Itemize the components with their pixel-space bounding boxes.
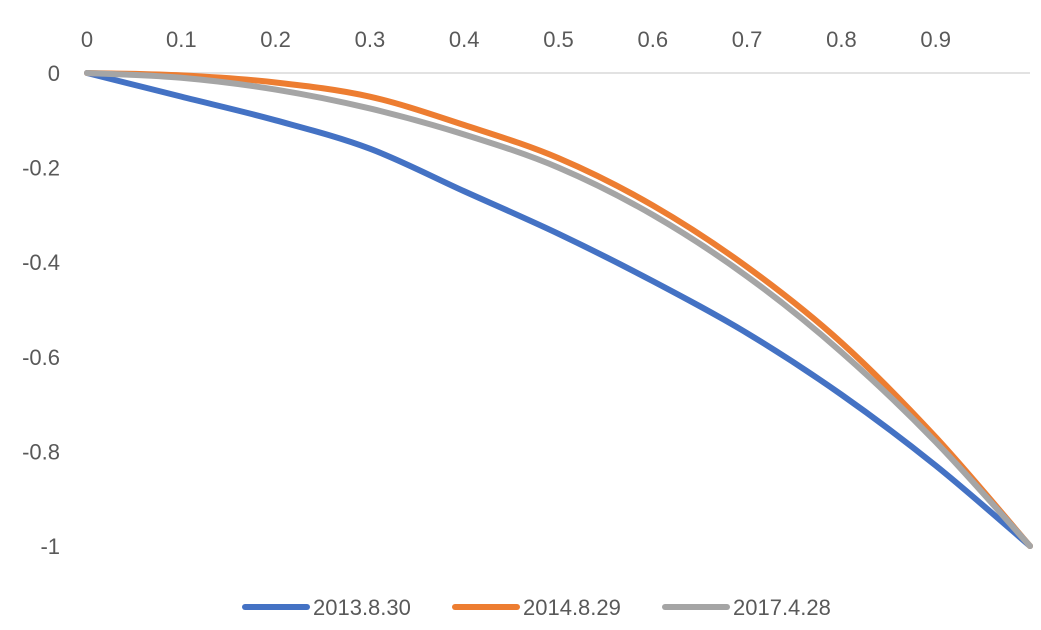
- x-tick-label: 0.1: [166, 27, 197, 52]
- legend-label: 2013.8.30: [313, 595, 411, 620]
- x-tick-label: 0.9: [920, 27, 951, 52]
- x-axis-ticks: 0 0.1 0.2 0.3 0.4 0.5 0.6 0.7 0.8 0.9: [81, 27, 951, 52]
- y-axis-ticks: 0 -0.2 -0.4 -0.6 -0.8 -1: [22, 61, 60, 559]
- x-tick-label: 0.3: [355, 27, 386, 52]
- legend-item: 2013.8.30: [242, 595, 411, 620]
- legend-label: 2017.4.28: [733, 595, 831, 620]
- y-tick-label: -1: [40, 534, 60, 559]
- series-line-2013-8-30: [84, 70, 1033, 549]
- legend-item: 2014.8.29: [452, 595, 621, 620]
- series-lines: [84, 70, 1033, 549]
- y-tick-label: -0.4: [22, 250, 60, 275]
- y-tick-label: 0: [48, 61, 60, 86]
- x-tick-label: 0.5: [543, 27, 574, 52]
- legend: 2013.8.30 2014.8.29 2017.4.28: [242, 595, 831, 620]
- series-line-2014-8-29: [84, 70, 1033, 549]
- x-tick-label: 0.8: [826, 27, 857, 52]
- x-tick-label: 0.6: [638, 27, 669, 52]
- x-tick-label: 0: [81, 27, 93, 52]
- y-tick-label: -0.6: [22, 345, 60, 370]
- series-line-2017-4-28: [84, 70, 1033, 549]
- x-tick-label: 0.4: [449, 27, 480, 52]
- x-tick-label: 0.2: [260, 27, 291, 52]
- x-tick-label: 0.7: [732, 27, 763, 52]
- legend-item: 2017.4.28: [662, 595, 831, 620]
- y-tick-label: -0.8: [22, 439, 60, 464]
- legend-label: 2014.8.29: [523, 595, 621, 620]
- y-tick-label: -0.2: [22, 156, 60, 181]
